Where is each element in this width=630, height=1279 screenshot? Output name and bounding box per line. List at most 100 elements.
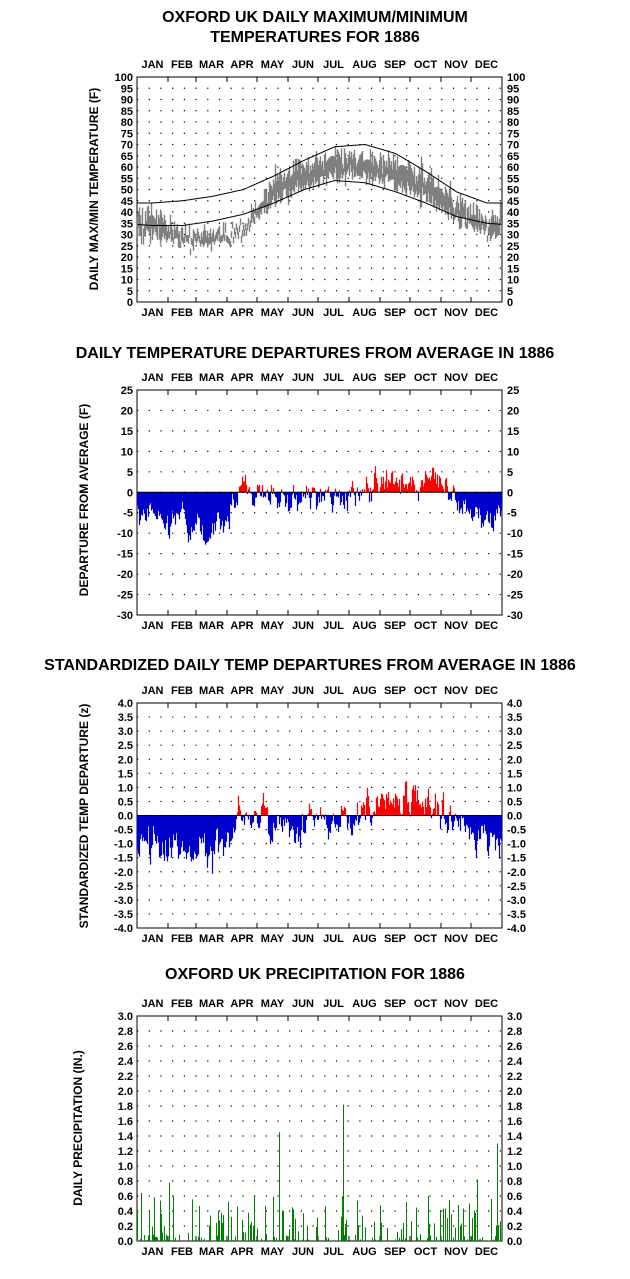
temperature-chart-title: OXFORD UK DAILY MAXIMUM/MINIMUM xyxy=(162,9,468,26)
temperature-month-label-top: MAY xyxy=(261,59,285,71)
departure-month-label: JAN xyxy=(141,620,163,632)
precipitation-month-label-top: JUL xyxy=(323,998,344,1010)
departure-month-label-top: AUG xyxy=(352,372,376,384)
temperature-y-tick-label: 45 xyxy=(121,196,133,208)
departure-y-tick-label-right: -25 xyxy=(507,590,523,602)
departure-month-label-top: MAR xyxy=(199,372,224,384)
departure-y-tick-label: 15 xyxy=(121,426,133,438)
temperature-y-tick-label-right: 20 xyxy=(507,252,519,264)
precipitation-y-tick-label: 1.4 xyxy=(118,1131,134,1143)
precipitation-month-label: OCT xyxy=(414,1246,438,1258)
departure-y-axis-label: DEPARTURE FROM AVERAGE (F) xyxy=(77,404,91,596)
departure-y-tick-label: 10 xyxy=(121,446,133,458)
standardized-month-label-top: NOV xyxy=(444,685,469,697)
departure-bars xyxy=(136,466,503,545)
standardized-y-tick-label: -1.5 xyxy=(114,853,133,865)
standardized-y-tick-label-right: 1.0 xyxy=(507,782,522,794)
standardized-y-tick-label: 2.0 xyxy=(118,754,133,766)
precipitation-y-axis-label: DAILY PRECIPITATION (IN.) xyxy=(71,1050,85,1206)
standardized-y-tick-label: 1.0 xyxy=(118,782,133,794)
precipitation-y-tick-label: 0.8 xyxy=(118,1176,133,1188)
precipitation-y-tick-label: 2.4 xyxy=(118,1056,134,1068)
temperature-y-tick-label-right: 60 xyxy=(507,162,519,174)
precipitation-chart-title: OXFORD UK PRECIPITATION FOR 1886 xyxy=(165,966,465,983)
standardized-month-label: FEB xyxy=(171,933,193,945)
departure-y-tick-label: 25 xyxy=(121,385,133,397)
standardized-y-tick-label-right: -2.0 xyxy=(507,867,526,879)
temperature-month-label-top: OCT xyxy=(414,59,438,71)
temperature-month-label-top: MAR xyxy=(199,59,224,71)
temperature-y-tick-label-right: 75 xyxy=(507,128,519,140)
precipitation-y-tick-label: 0.0 xyxy=(118,1236,133,1248)
departure-y-tick-label: -10 xyxy=(117,528,133,540)
precipitation-y-tick-label-right: 0.0 xyxy=(507,1236,522,1248)
normal-min-line xyxy=(137,180,502,226)
temperature-y-tick-label-right: 35 xyxy=(507,218,519,230)
temperature-y-tick-label-right: 50 xyxy=(507,185,519,197)
temperature-y-tick-label-right: 40 xyxy=(507,207,519,219)
precipitation-panel: OXFORD UK PRECIPITATION FOR 1886 DAILY P… xyxy=(71,966,523,1258)
standardized-y-tick-label-right: 3.5 xyxy=(507,712,522,724)
departure-month-label: DEC xyxy=(475,620,498,632)
temperature-y-tick-label-right: 85 xyxy=(507,106,519,118)
standardized-month-label-top: AUG xyxy=(352,685,376,697)
departure-month-label: AUG xyxy=(352,620,376,632)
precipitation-y-tick-label-right: 2.4 xyxy=(507,1056,523,1068)
standardized-month-label: OCT xyxy=(414,933,438,945)
departure-y-tick-label: 5 xyxy=(127,467,133,479)
temperature-month-label: MAR xyxy=(199,307,224,319)
temperature-y-axis-label: DAILY MAX/MIN TEMPERATURE (F) xyxy=(87,88,101,290)
temperature-y-tick-label: 35 xyxy=(121,218,133,230)
departure-month-label: MAR xyxy=(199,620,224,632)
standardized-chart-title: STANDARDIZED DAILY TEMP DEPARTURES FROM … xyxy=(44,657,576,674)
standardized-y-tick-label-right: 1.5 xyxy=(507,768,522,780)
temperature-y-tick-label: 100 xyxy=(115,72,133,84)
precipitation-month-label: AUG xyxy=(352,1246,376,1258)
precipitation-y-tick-label-right: 0.8 xyxy=(507,1176,522,1188)
temperature-y-tick-label: 20 xyxy=(121,252,133,264)
standardized-y-tick-label: 1.5 xyxy=(118,768,133,780)
standardized-y-tick-label-right: 0.0 xyxy=(507,811,522,823)
departure-y-tick-label: -15 xyxy=(117,549,133,561)
precipitation-month-label-top: SEP xyxy=(384,998,406,1010)
departure-y-tick-label-right: 25 xyxy=(507,385,519,397)
standardized-month-label-top: APR xyxy=(230,685,253,697)
temperature-month-label-top: NOV xyxy=(444,59,469,71)
temperature-y-tick-label-right: 0 xyxy=(507,297,513,309)
standardized-month-label: JUN xyxy=(292,933,314,945)
precipitation-month-label-top: OCT xyxy=(414,998,438,1010)
departure-month-label-top: JUN xyxy=(292,372,314,384)
precipitation-y-tick-label-right: 0.4 xyxy=(507,1206,523,1218)
temperature-month-label: FEB xyxy=(171,307,193,319)
departure-y-tick-label-right: -15 xyxy=(507,549,523,561)
temperature-y-tick-label: 5 xyxy=(127,286,133,298)
precipitation-y-tick-label-right: 1.2 xyxy=(507,1146,522,1158)
precipitation-month-label: SEP xyxy=(384,1246,406,1258)
standardized-month-label-top: DEC xyxy=(475,685,498,697)
standardized-y-tick-label-right: 2.0 xyxy=(507,754,522,766)
precipitation-y-tick-label: 2.8 xyxy=(118,1026,133,1038)
temperature-y-tick-label-right: 90 xyxy=(507,95,519,107)
max-min-bars xyxy=(136,145,503,256)
departure-month-label-top: JAN xyxy=(141,372,163,384)
precipitation-y-tick-label: 2.6 xyxy=(118,1041,133,1053)
precipitation-month-label: FEB xyxy=(171,1246,193,1258)
precipitation-month-label-top: JAN xyxy=(141,998,163,1010)
standardized-month-label: NOV xyxy=(444,933,469,945)
standardized-y-tick-label: -4.0 xyxy=(114,923,133,935)
standardized-y-tick-label: 3.0 xyxy=(118,726,133,738)
standardized-y-tick-label: -3.5 xyxy=(114,909,133,921)
standardized-y-tick-label-right: -3.0 xyxy=(507,895,526,907)
temperature-month-label-top: AUG xyxy=(352,59,376,71)
precipitation-y-tick-label-right: 2.8 xyxy=(507,1026,522,1038)
standardized-month-label-top: MAY xyxy=(261,685,285,697)
precipitation-month-label-top: AUG xyxy=(352,998,376,1010)
precipitation-month-label-top: FEB xyxy=(171,998,193,1010)
departure-month-label: SEP xyxy=(384,620,406,632)
standardized-y-tick-label-right: 0.5 xyxy=(507,796,522,808)
standardized-y-tick-label: 0.0 xyxy=(118,811,133,823)
departure-month-label-top: JUL xyxy=(323,372,344,384)
departure-month-label-top: FEB xyxy=(171,372,193,384)
temperature-y-tick-label-right: 70 xyxy=(507,140,519,152)
standardized-y-tick-label-right: -3.5 xyxy=(507,909,526,921)
